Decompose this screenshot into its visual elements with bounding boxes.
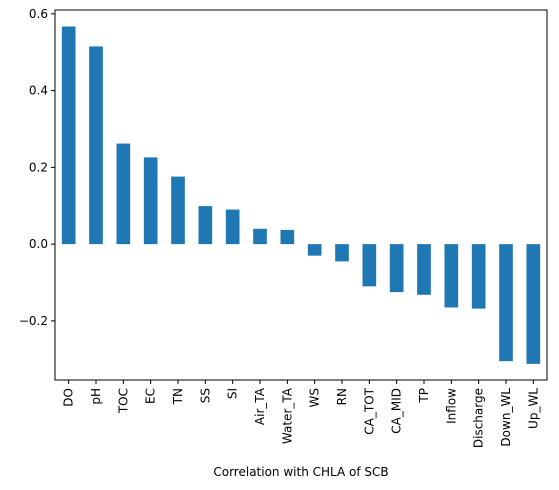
bar-Up_WL (527, 244, 541, 364)
x-tick-label-Discharge: Discharge (472, 388, 486, 448)
bar-DO (62, 27, 76, 245)
bar-TN (171, 177, 185, 245)
bar-EC (144, 157, 158, 244)
y-tick-label: −0.2 (19, 314, 48, 328)
bar-Inflow (445, 244, 459, 307)
bar-CA_TOT (363, 244, 377, 286)
bar-Water_TA (281, 230, 295, 244)
x-tick-label-Inflow: Inflow (444, 388, 458, 424)
x-tick-label-TP: TP (417, 388, 431, 404)
x-tick-label-TN: TN (171, 388, 185, 405)
x-tick-label-SI: SI (226, 388, 240, 399)
x-tick-label-CA_MID: CA_MID (390, 388, 404, 434)
bar-Air_TA (253, 229, 267, 244)
x-tick-label-pH: pH (89, 388, 103, 405)
bar-pH (89, 46, 103, 244)
y-tick-label: 0.2 (29, 160, 48, 174)
y-axis: −0.2 0.0 0.2 0.4 0.6 (19, 7, 55, 328)
x-tick-label-Air_TA: Air_TA (253, 387, 267, 425)
bars-group (62, 27, 540, 364)
x-tick-label-EC: EC (144, 388, 158, 404)
bar-WS (308, 244, 322, 256)
y-tick-label: 0.4 (29, 84, 48, 98)
bar-Discharge (472, 244, 486, 308)
x-tick-label-RN: RN (335, 388, 349, 405)
bar-Down_WL (499, 244, 513, 361)
x-tick-label-CA_TOT: CA_TOT (362, 387, 376, 434)
bar-RN (335, 244, 349, 261)
bar-CA_MID (390, 244, 404, 292)
x-tick-label-DO: DO (62, 388, 76, 407)
y-tick-label: 0.0 (29, 237, 48, 251)
x-tick-label-Up_WL: Up_WL (526, 388, 540, 429)
x-axis-label: Correlation with CHLA of SCB (213, 465, 388, 479)
x-tick-label-Down_WL: Down_WL (499, 388, 513, 447)
y-tick-label: 0.6 (29, 7, 48, 21)
bar-TP (417, 244, 431, 295)
x-tick-label-WS: WS (308, 388, 322, 407)
bar-SI (226, 210, 240, 245)
x-tick-label-Water_TA: Water_TA (280, 387, 294, 444)
bar-TOC (117, 144, 131, 245)
x-tick-label-SS: SS (198, 388, 212, 403)
x-tick-label-TOC: TOC (116, 388, 130, 414)
x-axis: DO pH TOC EC TN SS SI Air_TA Water_TA WS RN CA_TOT C… (62, 380, 541, 448)
bar-SS (199, 206, 213, 244)
